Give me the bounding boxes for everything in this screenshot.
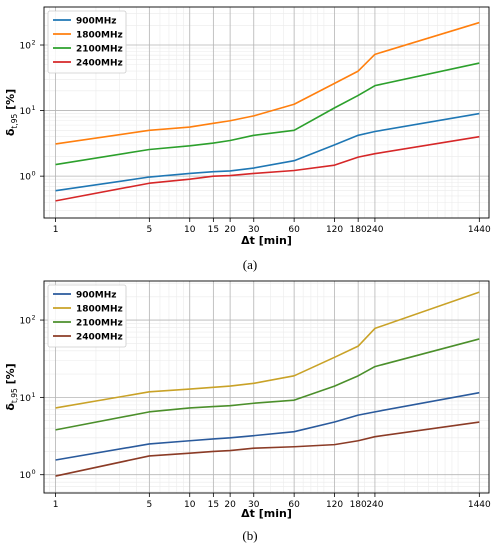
y-tick-label-exponent: 2 xyxy=(32,39,36,47)
x-tick-label: 10 xyxy=(184,500,196,510)
x-axis-label: Δt [min] xyxy=(241,507,292,520)
x-tick-label: 60 xyxy=(288,225,300,235)
series-line-2100MHz xyxy=(55,62,480,166)
x-tick-label: 1440 xyxy=(468,225,491,235)
x-tick-label: 30 xyxy=(248,225,260,235)
plot-frame xyxy=(43,6,490,219)
legend-label: 1800MHz xyxy=(76,31,123,41)
series-line-2100MHz xyxy=(55,338,480,431)
series-line-1800MHz xyxy=(55,21,480,145)
x-tick-label: 120 xyxy=(326,500,343,510)
legend-label: 2100MHz xyxy=(76,319,123,329)
x-tick-label: 1 xyxy=(53,225,59,235)
x-tick-label: 10 xyxy=(184,225,196,235)
x-tick-label: 1440 xyxy=(468,500,491,510)
x-axis-label: Δt [min] xyxy=(241,234,292,247)
legend-label: 900MHz xyxy=(76,17,117,27)
legend xyxy=(47,10,127,74)
x-tick-label: 30 xyxy=(248,500,260,510)
x-tick-label: 180 xyxy=(350,225,367,235)
legend-label: 1800MHz xyxy=(76,305,123,315)
x-tick-label: 15 xyxy=(208,225,219,235)
x-tick-label: 20 xyxy=(224,225,236,235)
series-line-2400MHz xyxy=(55,421,480,477)
x-tick-label: 20 xyxy=(224,500,236,510)
y-tick-label: 10 xyxy=(20,394,32,404)
y-axis-label: δt,95 [%] xyxy=(4,89,19,136)
x-tick-label: 180 xyxy=(350,500,367,510)
x-tick-label: 120 xyxy=(326,225,343,235)
y-tick-label: 10 xyxy=(20,107,32,117)
legend-label: 2400MHz xyxy=(76,59,123,69)
y-tick-label-exponent: 2 xyxy=(32,314,36,322)
x-tick-label: 5 xyxy=(146,225,152,235)
y-tick-label-exponent: 1 xyxy=(32,391,36,399)
y-tick-label: 10 xyxy=(20,471,32,481)
y-tick-label-exponent: 0 xyxy=(32,468,36,476)
y-tick-label: 10 xyxy=(20,42,32,52)
legend-label: 900MHz xyxy=(76,291,117,301)
series-line-900MHz xyxy=(55,391,480,461)
legend xyxy=(47,284,127,348)
series-line-900MHz xyxy=(55,112,480,192)
y-tick-label: 10 xyxy=(20,317,32,327)
panel-label-b: (b) xyxy=(242,528,258,543)
x-tick-label: 1 xyxy=(53,500,59,510)
x-tick-label: 240 xyxy=(366,225,383,235)
x-tick-label: 60 xyxy=(288,500,300,510)
y-tick-label-exponent: 1 xyxy=(32,104,36,112)
plot-frame xyxy=(43,280,490,494)
x-tick-label: 5 xyxy=(146,500,152,510)
legend-label: 2400MHz xyxy=(76,333,123,343)
y-tick-label-exponent: 0 xyxy=(32,170,36,178)
series-line-2400MHz xyxy=(55,135,480,202)
x-tick-label: 15 xyxy=(208,500,219,510)
panel-label-a: (a) xyxy=(242,257,258,272)
series-line-1800MHz xyxy=(55,291,480,409)
legend-label: 2100MHz xyxy=(76,45,123,55)
x-tick-label: 240 xyxy=(366,500,383,510)
y-tick-label: 10 xyxy=(20,173,32,183)
y-axis-label: δt,95 [%] xyxy=(4,363,19,410)
